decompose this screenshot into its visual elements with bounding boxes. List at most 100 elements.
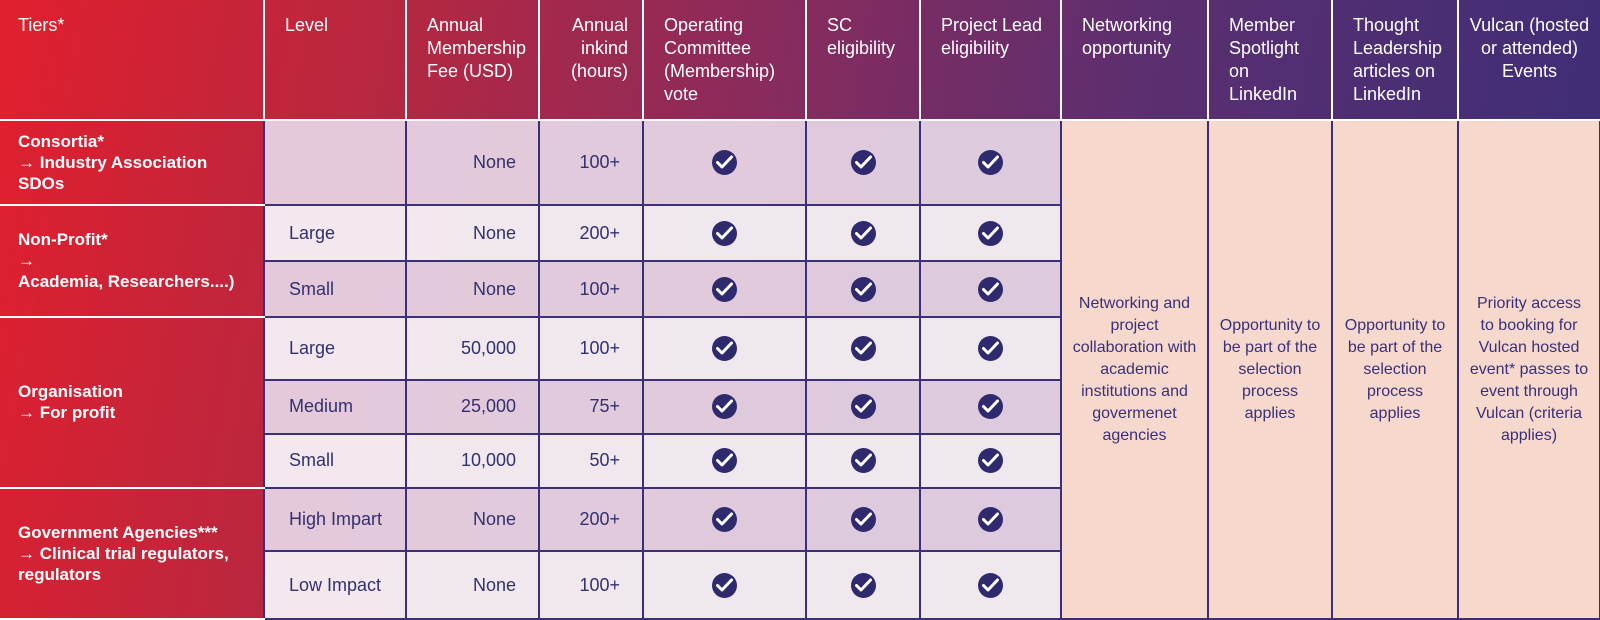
check-circle-icon — [978, 506, 1003, 532]
table-row: Consortia* → Industry Association SDOs N… — [0, 119, 1600, 620]
level-cell: High Impart — [263, 486, 407, 553]
tier-organisation: Organisation → For profit — [0, 316, 264, 489]
table-row: Small 10,000 50+ — [0, 433, 1600, 489]
check-circle-icon — [712, 335, 737, 361]
check-circle-icon — [712, 448, 737, 474]
level-cell: Medium — [263, 378, 407, 436]
check-circle-icon — [850, 276, 876, 302]
header-row: Tiers* Level Annual Membership Fee (USD)… — [0, 0, 1600, 121]
header-events: Vulcan (hosted or attended) Events — [1457, 0, 1600, 121]
table-row: Low Impact None 100+ — [0, 550, 1600, 620]
sc-cell — [805, 203, 921, 263]
fee-cell: None — [405, 486, 540, 553]
networking-benefit: Networking and project collaboration wit… — [1060, 119, 1209, 620]
fee-cell: None — [405, 203, 540, 263]
events-benefit: Priority access to booking for Vulcan ho… — [1457, 119, 1600, 620]
arrow-icon: → — [18, 403, 35, 423]
header-oc-vote: Operating Committee (Membership) vote — [642, 0, 807, 121]
check-circle-icon — [978, 220, 1003, 246]
oc-vote-cell — [642, 260, 807, 318]
table-row: Medium 25,000 75+ — [0, 378, 1600, 436]
fee-cell: 25,000 — [405, 378, 540, 436]
project-lead-cell — [919, 119, 1062, 206]
check-circle-icon — [850, 572, 876, 598]
project-lead-cell — [919, 550, 1062, 620]
project-lead-cell — [919, 378, 1062, 436]
sc-cell — [805, 550, 921, 620]
oc-vote-cell — [642, 486, 807, 553]
header-sc: SC eligibility — [805, 0, 921, 121]
project-lead-cell — [919, 260, 1062, 318]
level-cell: Large — [263, 315, 407, 381]
header-inkind: Annual inkind (hours) — [538, 0, 644, 121]
inkind-cell: 75+ — [538, 378, 644, 436]
check-circle-icon — [712, 394, 737, 420]
tier-title: Government Agencies*** — [18, 522, 218, 542]
tier-sub: Industry Association — [39, 152, 208, 172]
tier-title: Organisation — [18, 382, 123, 402]
tier-sub: regulators — [18, 564, 102, 584]
table-row: Non-Profit* → Academia, Researchers....)… — [0, 203, 1600, 318]
thought-benefit: Opportunity to be part of the selection … — [1331, 119, 1459, 620]
inkind-cell: 100+ — [538, 315, 644, 381]
sc-cell — [805, 260, 921, 318]
inkind-cell: 100+ — [538, 550, 644, 620]
check-circle-icon — [978, 335, 1003, 361]
sc-cell — [805, 119, 921, 206]
check-circle-icon — [712, 506, 737, 532]
oc-vote-cell — [642, 378, 807, 436]
tier-government: Government Agencies*** → Clinical trial … — [0, 487, 264, 620]
project-lead-cell — [919, 315, 1062, 381]
arrow-icon: → — [18, 251, 35, 271]
oc-vote-cell — [642, 550, 807, 620]
level-cell: Large — [263, 203, 407, 263]
sc-cell — [805, 378, 921, 436]
check-circle-icon — [850, 220, 876, 246]
inkind-cell: 100+ — [538, 119, 644, 206]
sc-cell — [805, 315, 921, 381]
fee-cell: None — [405, 119, 540, 206]
tier-title: Consortia* — [18, 131, 104, 151]
level-cell: Low Impact — [263, 550, 407, 620]
check-circle-icon — [850, 448, 876, 474]
fee-cell: 50,000 — [405, 315, 540, 381]
fee-cell: 10,000 — [405, 433, 540, 489]
inkind-cell: 200+ — [538, 203, 644, 263]
check-circle-icon — [712, 276, 737, 302]
header-tiers: Tiers* — [0, 0, 265, 121]
oc-vote-cell — [642, 433, 807, 489]
fee-cell: None — [405, 260, 540, 318]
header-fee: Annual Membership Fee (USD) — [405, 0, 540, 121]
tier-sub: SDOs — [18, 173, 65, 193]
oc-vote-cell — [642, 119, 807, 206]
arrow-icon: → — [18, 543, 35, 563]
table-row: Organisation → For profit Large 50,000 1… — [0, 315, 1600, 489]
header-networking: Networking opportunity — [1060, 0, 1209, 121]
tier-sub: Academia, Researchers....) — [18, 272, 235, 292]
level-cell: Small — [263, 433, 407, 489]
header-project-lead: Project Lead eligibility — [919, 0, 1062, 121]
arrow-icon: → — [18, 152, 35, 172]
header-spotlight: Member Spotlight on LinkedIn — [1207, 0, 1333, 121]
project-lead-cell — [919, 203, 1062, 263]
check-circle-icon — [850, 149, 876, 175]
check-circle-icon — [978, 394, 1003, 420]
tier-sub: For profit — [39, 403, 116, 423]
table-row: Government Agencies*** → Clinical trial … — [0, 486, 1600, 620]
inkind-cell: 50+ — [538, 433, 644, 489]
check-circle-icon — [978, 149, 1003, 175]
check-circle-icon — [712, 220, 737, 246]
check-circle-icon — [712, 572, 737, 598]
check-circle-icon — [978, 276, 1003, 302]
oc-vote-cell — [642, 203, 807, 263]
check-circle-icon — [850, 506, 876, 532]
header-thought: Thought Leadership articles on LinkedIn — [1331, 0, 1459, 121]
tier-consortia: Consortia* → Industry Association SDOs — [0, 119, 264, 206]
project-lead-cell — [919, 433, 1062, 489]
oc-vote-cell — [642, 315, 807, 381]
check-circle-icon — [712, 149, 737, 175]
sc-cell — [805, 486, 921, 553]
fee-cell: None — [405, 550, 540, 620]
